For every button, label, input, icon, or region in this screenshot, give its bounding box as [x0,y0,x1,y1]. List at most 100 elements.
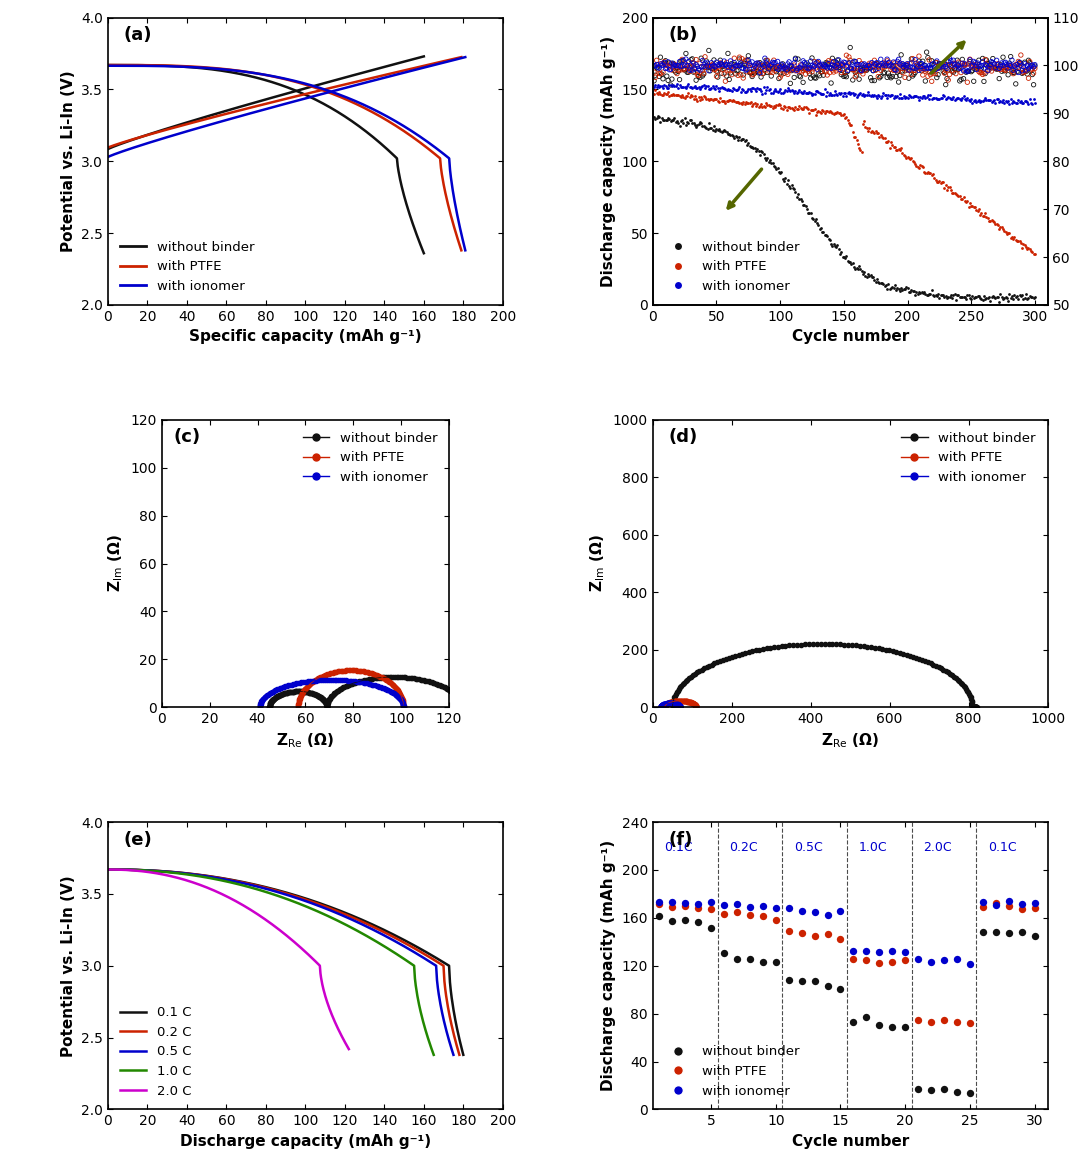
Point [715,79,732,97]
Point [788,100,806,119]
1.0 C [207,872,220,886]
Point [717,122,734,141]
Point [681,61,699,80]
Point [947,90,964,109]
Point [806,903,823,922]
Point [742,62,759,81]
Point [819,227,836,245]
Point [778,59,795,77]
Point [989,54,1007,73]
Point [886,60,903,79]
Point [833,66,850,85]
Point [877,56,894,75]
Point [968,93,985,112]
Point [999,291,1016,310]
Point [987,59,1004,77]
Point [707,120,725,139]
Point [661,54,678,73]
Point [909,58,927,76]
Point [924,62,942,81]
Point [804,56,821,75]
Point [1004,61,1022,80]
Point [781,53,798,72]
Point [733,95,751,114]
Point [715,904,732,923]
Point [904,67,921,86]
Point [699,54,716,73]
Point [691,113,708,131]
Point [833,106,850,124]
Point [1000,897,1017,916]
Point [1021,286,1038,305]
Point [741,54,758,73]
Point [1018,93,1036,112]
Point [795,61,812,80]
Point [888,281,905,299]
0.5 C [239,877,252,891]
Point [685,62,702,81]
Point [883,135,901,154]
Point [784,178,801,197]
Point [657,76,674,95]
Point [974,49,991,68]
Point [648,50,665,69]
Point [747,59,765,77]
Point [654,62,672,81]
Line: 0.2 C: 0.2 C [108,870,459,1054]
Point [664,54,681,73]
Point [729,93,746,112]
Point [1016,92,1034,110]
Point [870,274,888,292]
Point [759,95,777,114]
Point [717,79,734,97]
Point [999,92,1016,110]
Point [711,58,728,76]
Point [674,86,691,104]
Point [878,52,895,70]
Point [919,163,936,182]
Point [897,148,915,167]
Point [802,83,820,102]
Point [988,90,1005,109]
Point [746,63,764,82]
Point [821,58,838,76]
Point [885,56,902,75]
Point [944,289,961,308]
Point [761,80,779,99]
Point [885,88,902,107]
Point [958,290,975,309]
Point [672,77,689,96]
Point [875,56,892,75]
Point [1026,94,1043,113]
Point [800,63,818,82]
Point [688,50,705,69]
Point [767,80,784,99]
Point [968,60,985,79]
Point [715,59,732,77]
Point [923,72,941,90]
Point [660,83,677,102]
Point [820,52,837,70]
Point [926,55,943,74]
Point [796,97,813,116]
Point [747,81,765,100]
Point [928,89,945,108]
Point [833,83,850,102]
Point [831,50,848,69]
Point [654,69,672,88]
Point [700,92,717,110]
Point [824,86,841,104]
Point [738,50,755,69]
Point [685,89,702,108]
Point [696,76,713,95]
Point [868,270,886,289]
Point [793,62,810,81]
Point [1012,234,1029,252]
Point [755,96,772,115]
Point [798,59,815,77]
Point [1025,89,1042,108]
Point [649,58,666,76]
Point [658,67,675,86]
Point [711,56,728,75]
0.1 C [242,876,255,890]
